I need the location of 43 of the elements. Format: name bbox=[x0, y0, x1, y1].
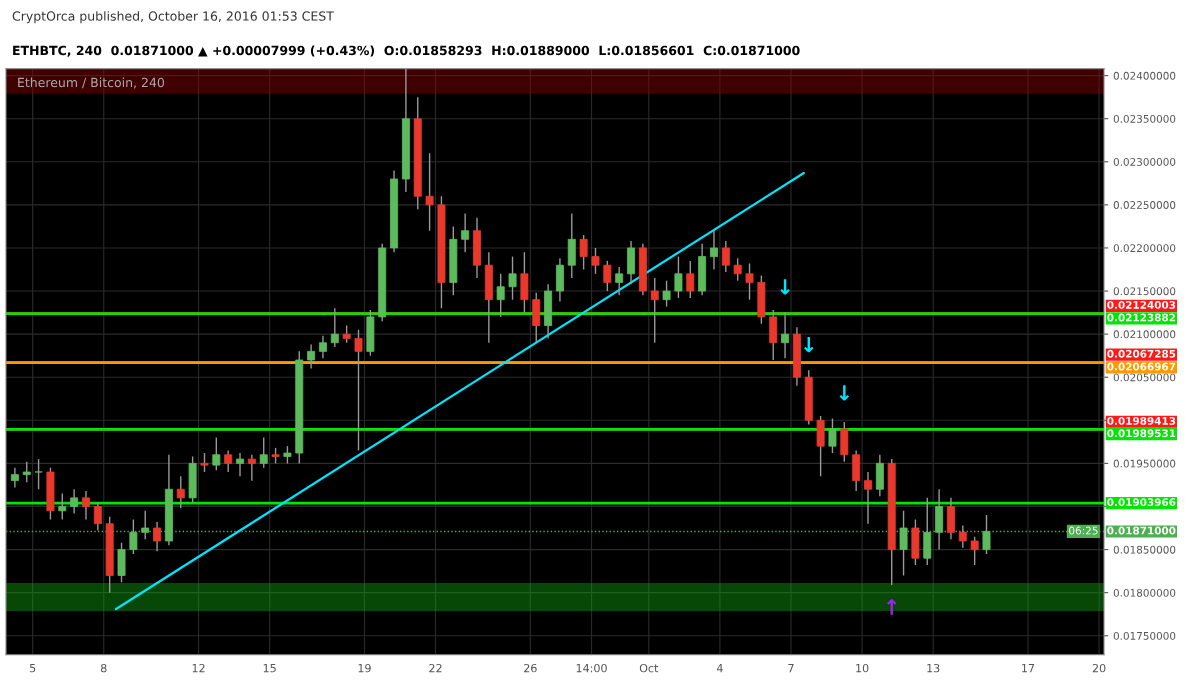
y-tick-label: 0.02300000 bbox=[1113, 158, 1176, 166]
ref-line-label: 0.02123882 bbox=[1107, 313, 1176, 322]
text: Ethereum / Bitcoin, 240 bbox=[18, 77, 165, 89]
ref-line-label: 0.01989413 bbox=[1107, 416, 1176, 425]
x-tick-label: 10 bbox=[856, 663, 869, 673]
x-tick-label: Oct bbox=[639, 663, 659, 673]
ref-line-label: 0.01989531 bbox=[1107, 429, 1176, 438]
ref-line-label: 0.01903966 bbox=[1107, 498, 1176, 507]
y-tick-label: 0.02200000 bbox=[1113, 244, 1176, 253]
y-tick-label: 0.01950000 bbox=[1113, 459, 1176, 468]
annotation: ↓ bbox=[804, 336, 814, 353]
y-tick-label: 0.02150000 bbox=[1113, 287, 1176, 296]
ref-line-label: 0.01871000 bbox=[1107, 526, 1176, 535]
x-tick-label: 22 bbox=[429, 663, 442, 673]
chart-subtitle: ETHBTC, 240 0.01871000 ▲ +0.00007999 (+0.43%) O:0.01858293 H:0.01889000 L:0.01856601 C:0.01871000 bbox=[13, 45, 800, 57]
x-tick-label: 14:00 bbox=[576, 663, 607, 673]
x-tick-label: 17 bbox=[1022, 664, 1035, 673]
y-tick-label: 0.02350000 bbox=[1113, 114, 1176, 123]
x-tick-label: 12 bbox=[192, 663, 205, 673]
x-tick-label: 5 bbox=[29, 664, 36, 673]
y-tick-label: 0.02250000 bbox=[1113, 201, 1176, 209]
x-tick-label: 7 bbox=[788, 664, 794, 673]
ref-line-label: 0.02124003 bbox=[1107, 300, 1176, 309]
x-tick-label: 26 bbox=[524, 663, 537, 673]
x-tick-label: 19 bbox=[358, 663, 371, 673]
ref-line-label: 0.02067285 bbox=[1107, 349, 1176, 358]
annotation: ↓ bbox=[780, 279, 790, 295]
x-tick-label: 13 bbox=[927, 663, 940, 673]
text: CryptOrca published, October 16, 2016 01:53 CEST bbox=[12, 11, 334, 24]
ref-line-label: 0.02066967 bbox=[1107, 362, 1176, 371]
y-tick-label: 0.01800000 bbox=[1113, 588, 1176, 597]
y-tick-label: 0.02100000 bbox=[1113, 330, 1176, 339]
y-tick-label: 0.02400000 bbox=[1113, 71, 1176, 80]
x-tick-label: 15 bbox=[263, 664, 276, 673]
y-tick-label: 0.01850000 bbox=[1113, 545, 1176, 554]
y-tick-label: 0.02050000 bbox=[1113, 373, 1176, 382]
annotation: 06:25 bbox=[1069, 526, 1098, 535]
y-tick-label: 0.01750000 bbox=[1113, 631, 1176, 640]
annotation: ↓ bbox=[839, 385, 850, 401]
x-tick-label: 4 bbox=[716, 664, 723, 673]
x-tick-label: 8 bbox=[100, 663, 107, 673]
annotation: ↑ bbox=[887, 599, 897, 615]
x-tick-label: 20 bbox=[1092, 663, 1106, 673]
